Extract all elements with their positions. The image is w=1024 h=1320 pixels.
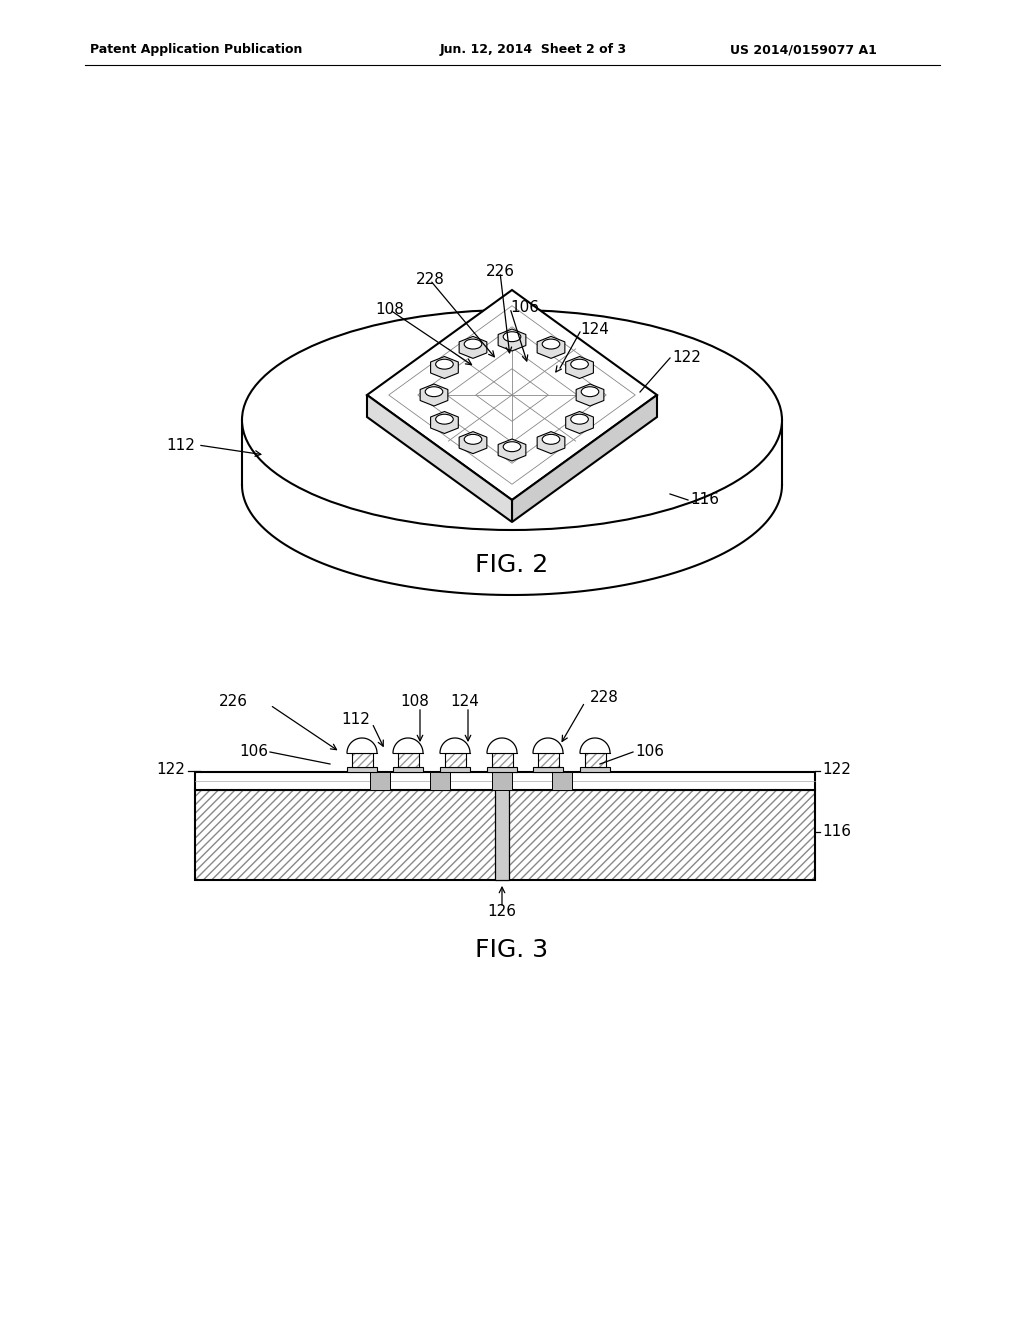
Polygon shape <box>459 337 486 358</box>
Polygon shape <box>347 738 377 752</box>
Bar <box>538 752 558 767</box>
Bar <box>492 752 512 767</box>
Text: 108: 108 <box>376 302 404 318</box>
Polygon shape <box>538 337 565 358</box>
Polygon shape <box>367 290 657 500</box>
Bar <box>347 767 377 772</box>
Bar <box>370 772 390 789</box>
Text: FIG. 2: FIG. 2 <box>475 553 549 577</box>
Ellipse shape <box>425 387 442 396</box>
Text: 108: 108 <box>400 694 429 710</box>
Text: 106: 106 <box>635 744 664 759</box>
Polygon shape <box>577 384 604 407</box>
Text: US 2014/0159077 A1: US 2014/0159077 A1 <box>730 44 877 57</box>
Ellipse shape <box>570 359 589 370</box>
Text: 122: 122 <box>822 763 851 777</box>
Bar <box>538 752 558 767</box>
Ellipse shape <box>435 414 454 424</box>
Bar <box>430 772 450 789</box>
Text: Jun. 12, 2014  Sheet 2 of 3: Jun. 12, 2014 Sheet 2 of 3 <box>440 44 627 57</box>
Bar <box>534 767 563 772</box>
Polygon shape <box>431 356 459 379</box>
Bar <box>552 772 572 789</box>
Text: 228: 228 <box>590 690 618 705</box>
Bar <box>444 752 466 767</box>
Polygon shape <box>580 738 610 752</box>
Polygon shape <box>487 738 517 752</box>
Bar <box>585 752 605 767</box>
Bar <box>580 767 610 772</box>
Ellipse shape <box>464 434 482 445</box>
Polygon shape <box>459 432 486 454</box>
Bar <box>487 767 517 772</box>
Ellipse shape <box>503 442 521 451</box>
Ellipse shape <box>582 387 599 396</box>
Ellipse shape <box>242 310 782 531</box>
Bar <box>351 752 373 767</box>
Text: 116: 116 <box>690 492 719 507</box>
Ellipse shape <box>570 414 589 424</box>
Polygon shape <box>431 412 459 433</box>
Polygon shape <box>538 432 565 454</box>
Ellipse shape <box>435 359 454 370</box>
Polygon shape <box>512 395 657 521</box>
Polygon shape <box>534 738 563 752</box>
Polygon shape <box>565 412 593 433</box>
Text: 122: 122 <box>156 763 185 777</box>
Bar <box>195 789 815 880</box>
Text: 112: 112 <box>341 713 370 727</box>
Text: 226: 226 <box>219 694 248 710</box>
Bar <box>351 752 373 767</box>
Text: 124: 124 <box>580 322 609 338</box>
Bar <box>393 767 423 772</box>
Polygon shape <box>498 329 526 351</box>
Bar <box>495 767 509 880</box>
Ellipse shape <box>464 339 482 348</box>
Text: Patent Application Publication: Patent Application Publication <box>90 44 302 57</box>
Bar <box>444 752 466 767</box>
Text: 106: 106 <box>239 744 268 759</box>
Polygon shape <box>393 738 423 752</box>
Text: 226: 226 <box>485 264 514 280</box>
Ellipse shape <box>503 331 521 342</box>
Bar <box>492 752 512 767</box>
Text: 124: 124 <box>451 694 479 710</box>
Text: 122: 122 <box>672 351 700 366</box>
Text: 116: 116 <box>822 825 851 840</box>
Bar <box>397 752 419 767</box>
Polygon shape <box>498 440 526 461</box>
Polygon shape <box>440 738 470 752</box>
Text: 228: 228 <box>416 272 444 288</box>
Bar <box>585 752 605 767</box>
Text: 112: 112 <box>166 437 195 453</box>
Ellipse shape <box>542 339 560 348</box>
Text: 106: 106 <box>510 301 539 315</box>
Polygon shape <box>565 356 593 379</box>
Bar <box>397 752 419 767</box>
Bar <box>440 767 470 772</box>
Polygon shape <box>367 395 512 521</box>
Bar <box>492 772 512 789</box>
Bar <box>195 789 815 880</box>
Bar <box>195 772 815 789</box>
Text: 126: 126 <box>487 904 516 920</box>
Polygon shape <box>420 384 447 407</box>
Text: FIG. 3: FIG. 3 <box>475 939 549 962</box>
Ellipse shape <box>542 434 560 445</box>
Polygon shape <box>242 420 782 595</box>
